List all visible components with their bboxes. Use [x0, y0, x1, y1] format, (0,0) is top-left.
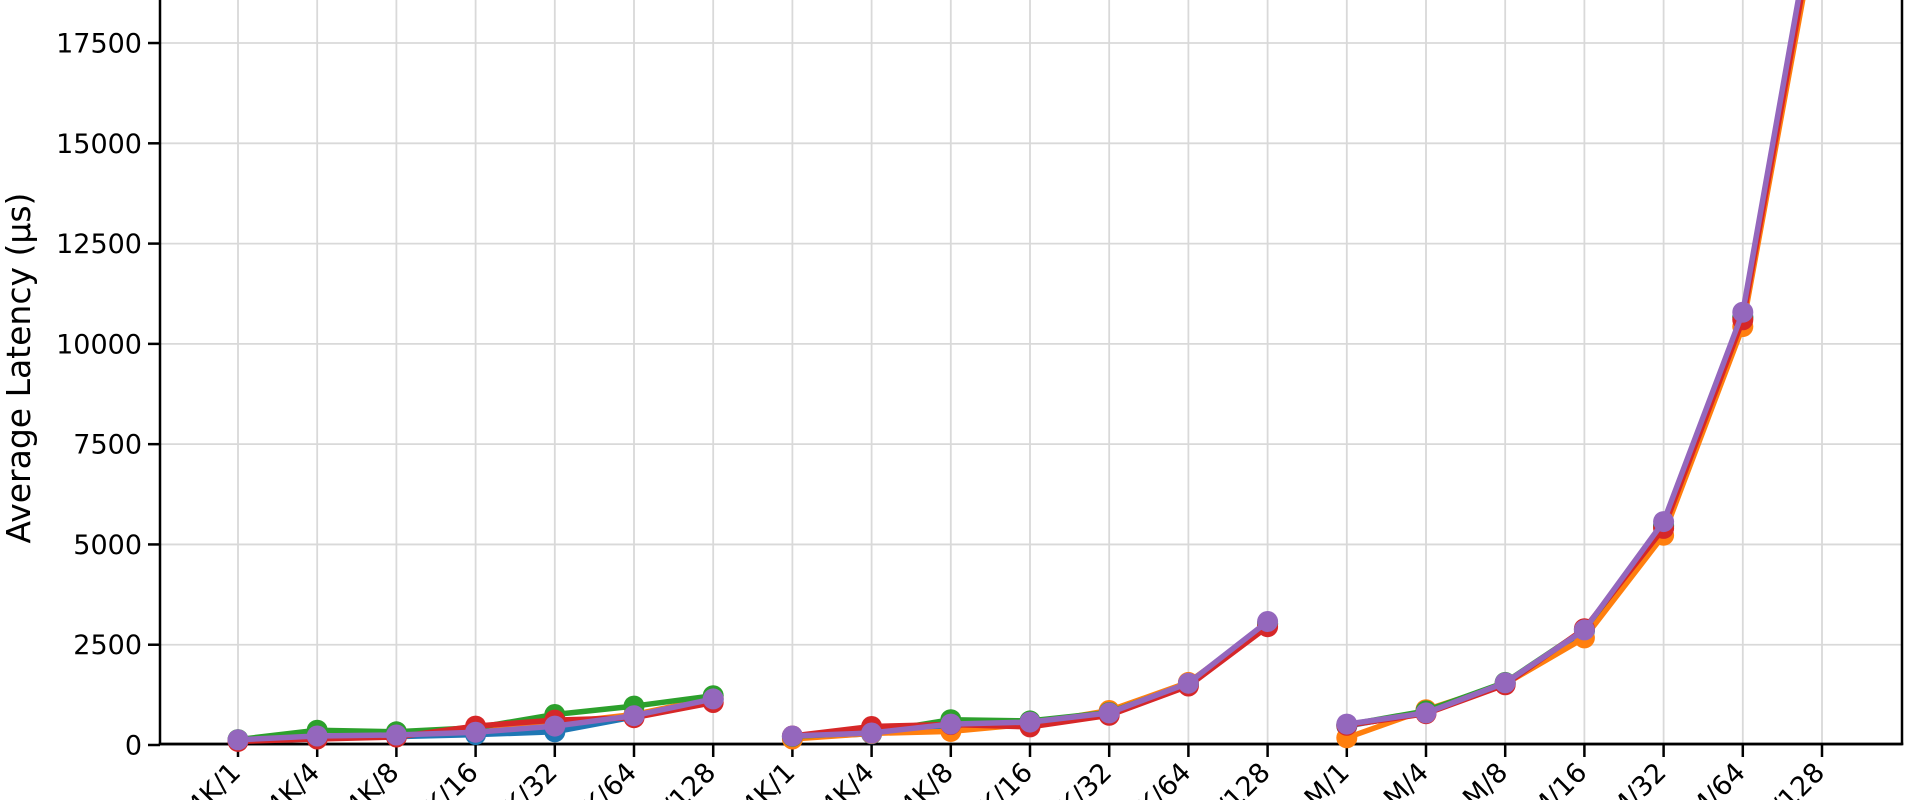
x-tick-label: 1M/32 [1591, 757, 1672, 800]
x-tick-label: 64K/16 [949, 757, 1038, 800]
data-point-marker [1732, 301, 1754, 323]
y-tick-label: 10000 [56, 329, 142, 360]
data-point-marker [861, 722, 883, 744]
x-tick-label: 1M/128 [1738, 757, 1831, 800]
x-tick-label: 4K/128 [633, 757, 722, 800]
y-tick-label: 15000 [56, 129, 142, 160]
y-tick-label: 12500 [56, 229, 142, 260]
x-tick-label: 64K/64 [1108, 757, 1197, 800]
x-tick-label: 4K/8 [340, 757, 405, 800]
data-point-marker [1257, 611, 1279, 632]
data-point-marker [940, 713, 962, 735]
x-axis-tick-labels: 4K/14K/44K/84K/164K/324K/644K/12864K/164… [182, 757, 1831, 800]
data-point-marker [465, 721, 487, 743]
data-point-marker [306, 725, 328, 747]
x-tick-label: 1M/16 [1512, 757, 1593, 800]
data-point-marker [702, 688, 724, 710]
data-point-marker [1653, 511, 1675, 533]
x-tick-label: 1M/8 [1445, 757, 1514, 800]
x-tick-label: 4K/16 [407, 757, 484, 800]
x-tick-label: 4K/1 [182, 757, 247, 800]
x-tick-label: 64K/8 [882, 757, 959, 800]
data-point-marker [1098, 702, 1120, 724]
data-point-marker [385, 724, 407, 746]
grid-lines [160, 0, 1902, 746]
data-point-marker [227, 729, 249, 751]
y-tick-label: 2500 [73, 630, 142, 661]
y-tick-label: 17500 [56, 29, 142, 60]
x-tick-label: 1M/1 [1287, 757, 1356, 800]
y-tick-label: 5000 [73, 530, 142, 561]
series-purple [227, 0, 1802, 751]
data-point-marker [623, 705, 645, 727]
data-point-marker [1177, 672, 1199, 694]
y-tick-label: 0 [125, 731, 142, 762]
data-point-marker [1336, 713, 1358, 735]
data-point-marker [1415, 702, 1437, 724]
data-point-marker [1573, 619, 1595, 641]
x-tick-label: 4K/64 [566, 757, 643, 800]
y-axis-title: Average Latency (μs) [0, 193, 38, 544]
data-point-marker [544, 715, 566, 737]
x-tick-label: 64K/4 [803, 757, 880, 800]
x-tick-label: 4K/4 [261, 757, 326, 800]
data-point-marker [781, 725, 803, 747]
x-tick-label: 64K/1 [724, 757, 801, 800]
y-tick-label: 7500 [73, 430, 142, 461]
y-axis-tick-labels: 0 2500 5000 7500 10000 12500 15000 17500 [56, 29, 142, 762]
x-tick-label: 1M/4 [1366, 757, 1435, 800]
x-tick-label: 1M/64 [1670, 757, 1751, 800]
data-series [227, 0, 1806, 752]
x-tick-label: 64K/32 [1029, 757, 1118, 800]
x-tick-label: 4K/32 [486, 757, 563, 800]
axes [148, 0, 1904, 757]
data-point-marker [1019, 711, 1041, 733]
data-point-marker [1494, 672, 1516, 694]
